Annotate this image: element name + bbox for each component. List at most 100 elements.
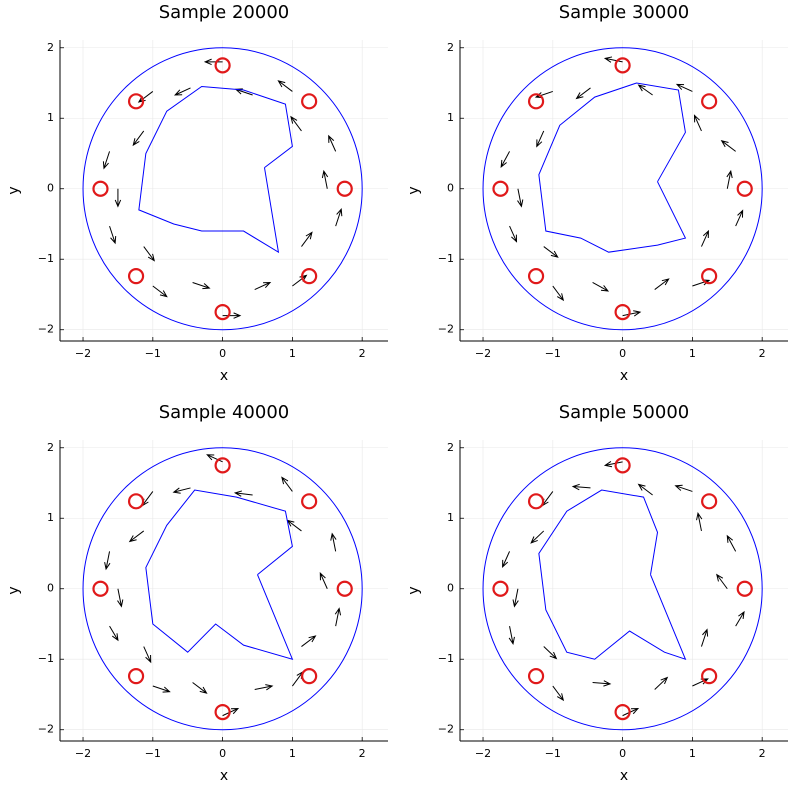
arrow — [552, 685, 565, 702]
arrow — [301, 231, 313, 247]
target-point — [736, 180, 753, 197]
x-tick-label: −1 — [145, 747, 161, 760]
target-point — [127, 93, 145, 110]
arrow — [254, 684, 274, 691]
x-tick-label: −2 — [475, 347, 491, 360]
arrow — [701, 229, 709, 247]
arrow — [114, 188, 122, 208]
y-tick-label: −2 — [38, 323, 54, 336]
arrow — [290, 115, 302, 132]
target-point — [492, 580, 509, 597]
arrow — [696, 512, 703, 532]
y-tick-label: 1 — [447, 111, 454, 124]
y-tick-label: 1 — [47, 111, 54, 124]
arrow — [571, 483, 591, 491]
target-point — [701, 668, 718, 685]
target-point — [214, 303, 231, 321]
target-point — [301, 668, 318, 685]
arrow — [203, 58, 223, 66]
target-point — [301, 93, 318, 110]
target-point — [336, 180, 353, 197]
x-axis-label: x — [620, 368, 628, 384]
y-tick-label: 1 — [47, 511, 54, 524]
arrow — [328, 134, 337, 152]
arrow — [172, 487, 191, 494]
x-tick-label: 2 — [359, 347, 366, 360]
x-tick-label: 0 — [219, 347, 226, 360]
arrow — [726, 169, 733, 189]
y-tick-label: −2 — [438, 723, 454, 736]
arrow — [536, 130, 545, 148]
outer-boundary — [82, 447, 363, 731]
arrow — [301, 635, 317, 647]
arrow — [500, 151, 510, 169]
arrow — [603, 56, 623, 63]
inner-boundary — [538, 82, 687, 253]
arrow — [575, 87, 591, 100]
y-tick-label: 1 — [447, 511, 454, 524]
y-tick-label: 2 — [447, 41, 454, 54]
arrow — [592, 282, 610, 292]
arrow — [104, 551, 111, 571]
arrow — [152, 685, 171, 693]
subplot: Sample 50000 x y −2 −1 0 1 2 −2 −1 0 1 2 — [406, 402, 788, 784]
x-tick-label: 0 — [619, 747, 626, 760]
subplot: Sample 40000 x y −2 −1 0 1 2 −2 −1 0 1 2 — [6, 402, 388, 784]
arrow — [509, 225, 518, 243]
subplot: Sample 20000 x y −2 −1 0 1 2 −2 −1 0 1 2 — [6, 2, 388, 384]
x-tick-label: 1 — [289, 747, 296, 760]
y-tick-label: 2 — [47, 41, 54, 54]
arrow — [552, 285, 565, 302]
arrow — [117, 588, 124, 608]
y-axis-label: y — [6, 586, 22, 594]
x-axis-label: x — [620, 768, 628, 784]
arrow — [675, 83, 693, 92]
arrow — [254, 281, 272, 290]
target-point — [701, 268, 718, 285]
target-point — [614, 57, 631, 74]
y-axis-label: y — [406, 186, 422, 194]
target-point — [527, 93, 545, 110]
arrow — [330, 532, 337, 552]
arrow — [726, 534, 737, 552]
x-axis-label: x — [220, 368, 228, 384]
x-tick-label: 2 — [759, 747, 766, 760]
arrow — [109, 225, 117, 245]
arrow — [512, 588, 519, 608]
arrow — [291, 670, 304, 687]
y-tick-label: −1 — [38, 252, 54, 265]
y-tick-label: −2 — [38, 723, 54, 736]
target-point — [614, 303, 631, 321]
target-point — [701, 493, 718, 510]
arrow — [654, 676, 669, 690]
inner-boundary — [138, 86, 293, 254]
target-point — [301, 493, 318, 510]
arrow — [335, 207, 343, 227]
y-tick-label: 0 — [447, 582, 454, 595]
arrow — [192, 682, 208, 694]
x-tick-label: 0 — [619, 347, 626, 360]
target-point — [214, 703, 231, 721]
arrow — [735, 209, 744, 227]
target-point — [127, 493, 145, 510]
x-tick-label: −2 — [75, 747, 91, 760]
arrow — [321, 169, 329, 189]
y-tick-label: −1 — [38, 652, 54, 665]
x-tick-label: 1 — [689, 747, 696, 760]
target-point — [527, 268, 545, 285]
arrow — [716, 573, 728, 590]
y-tick-label: −2 — [438, 323, 454, 336]
target-point — [701, 93, 718, 110]
arrow — [286, 519, 302, 532]
y-tick-label: 2 — [47, 441, 54, 454]
x-tick-label: 0 — [219, 747, 226, 760]
target-point — [527, 668, 545, 685]
y-tick-label: 0 — [447, 182, 454, 195]
arrow — [654, 278, 670, 290]
y-tick-label: −1 — [438, 652, 454, 665]
target-point — [336, 580, 353, 597]
chart-title: Sample 50000 — [559, 402, 689, 423]
arrow — [603, 461, 623, 468]
arrow — [192, 282, 211, 290]
arrow — [173, 87, 191, 96]
